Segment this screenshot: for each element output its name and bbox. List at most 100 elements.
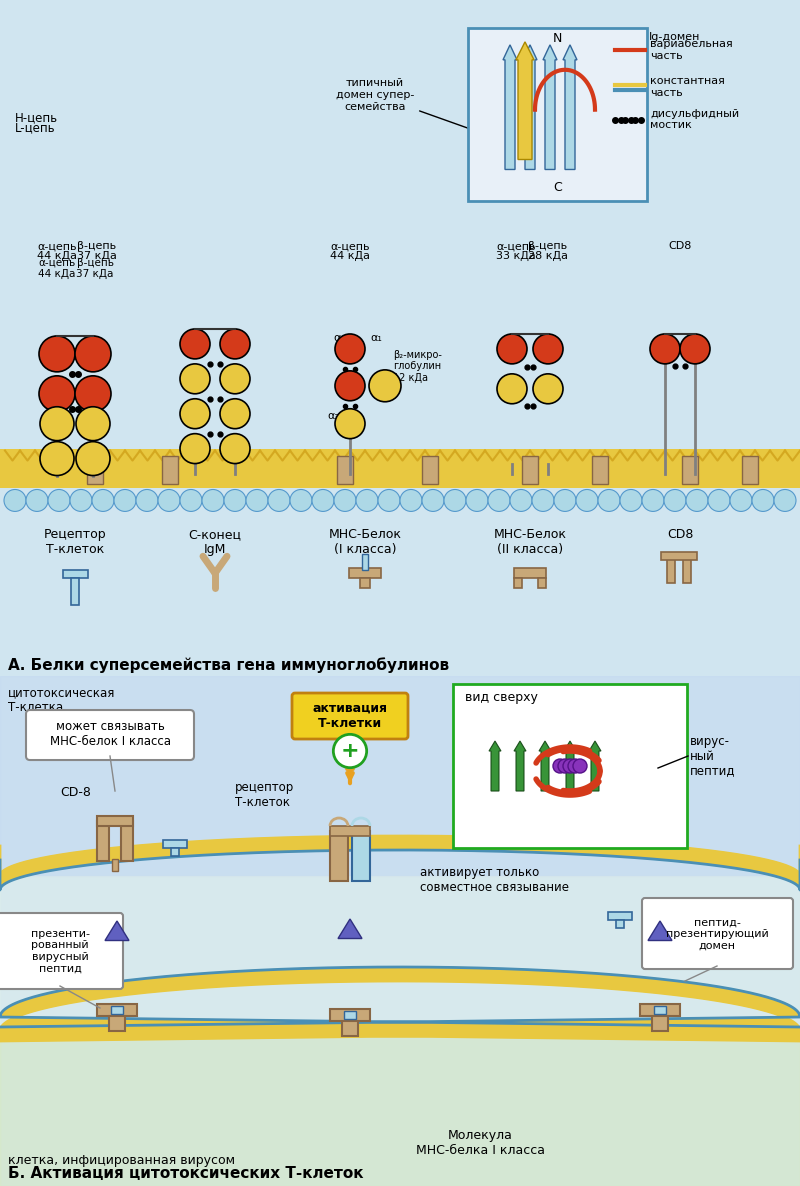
Text: β-цепь: β-цепь [78, 241, 117, 251]
Circle shape [510, 490, 532, 511]
Text: типичный
домен супер-
семейства: типичный домен супер- семейства [336, 78, 496, 139]
Bar [112, 859, 118, 871]
Text: β₂-микро-
глобулин
12 кДа: β₂-микро- глобулин 12 кДа [393, 350, 442, 383]
FancyArrow shape [516, 42, 534, 159]
Bar [330, 1009, 370, 1021]
Text: α₃: α₃ [327, 410, 339, 421]
Circle shape [335, 371, 365, 401]
Text: CD8: CD8 [667, 529, 693, 541]
Circle shape [48, 490, 70, 511]
Text: C: C [553, 181, 562, 195]
Text: Молекула
МНС-белка I класса: Молекула МНС-белка I класса [415, 1129, 545, 1158]
Bar [538, 579, 546, 588]
Circle shape [290, 490, 312, 511]
FancyBboxPatch shape [468, 28, 647, 202]
Bar [667, 554, 675, 584]
FancyArrow shape [489, 741, 501, 791]
Text: +: + [341, 741, 359, 761]
Text: N: N [553, 32, 562, 45]
FancyArrow shape [564, 741, 576, 791]
Circle shape [488, 490, 510, 511]
Circle shape [26, 490, 48, 511]
Circle shape [39, 376, 75, 412]
Text: рецептор
Т-клеток: рецептор Т-клеток [235, 782, 294, 809]
Bar [352, 831, 370, 881]
Text: α-цепь: α-цепь [496, 241, 536, 251]
Bar [514, 568, 546, 579]
Bar [97, 1005, 137, 1016]
Circle shape [650, 334, 680, 364]
Bar [97, 821, 109, 861]
Circle shape [114, 490, 136, 511]
FancyBboxPatch shape [453, 684, 687, 848]
Circle shape [686, 490, 708, 511]
FancyArrow shape [589, 741, 601, 791]
FancyBboxPatch shape [642, 898, 793, 969]
Text: α₂: α₂ [333, 333, 345, 343]
Bar [661, 553, 697, 560]
Bar [171, 848, 179, 856]
Circle shape [553, 759, 567, 773]
Bar [87, 455, 103, 484]
Text: α-цепь: α-цепь [330, 241, 370, 251]
Circle shape [220, 364, 250, 394]
Text: дисульфидный
мостик: дисульфидный мостик [650, 109, 739, 130]
Text: клетка, инфицированная вирусом: клетка, инфицированная вирусом [8, 1154, 235, 1167]
Bar [111, 1006, 123, 1014]
Circle shape [202, 490, 224, 511]
Circle shape [497, 374, 527, 403]
Circle shape [554, 490, 576, 511]
Circle shape [39, 336, 75, 372]
Circle shape [76, 441, 110, 476]
Bar [654, 1006, 666, 1014]
Circle shape [76, 407, 110, 441]
Bar [63, 570, 88, 579]
Text: презенти-
рованный
вирусный
пептид: презенти- рованный вирусный пептид [30, 929, 90, 974]
Circle shape [224, 490, 246, 511]
Bar [344, 1010, 356, 1019]
Circle shape [558, 759, 572, 773]
Circle shape [92, 490, 114, 511]
Circle shape [158, 490, 180, 511]
Bar [592, 455, 608, 484]
Text: активирует только
совместное связывание: активирует только совместное связывание [420, 866, 569, 894]
Circle shape [422, 490, 444, 511]
Bar [683, 554, 691, 584]
Bar [616, 920, 624, 927]
Circle shape [444, 490, 466, 511]
Circle shape [335, 409, 365, 439]
Text: вид сверху: вид сверху [465, 691, 538, 704]
Circle shape [180, 364, 210, 394]
Text: L-цепь: L-цепь [15, 122, 56, 134]
Circle shape [75, 376, 111, 412]
Circle shape [220, 329, 250, 359]
Circle shape [75, 336, 111, 372]
Circle shape [466, 490, 488, 511]
FancyArrow shape [543, 45, 557, 170]
Bar [360, 579, 370, 588]
Circle shape [497, 334, 527, 364]
Text: МНС-Белок
(II класса): МНС-Белок (II класса) [494, 529, 566, 556]
Bar [349, 568, 381, 579]
Bar [337, 455, 353, 484]
Text: 28 кДа: 28 кДа [528, 251, 568, 261]
Text: 33 кДа: 33 кДа [496, 251, 536, 261]
Circle shape [40, 441, 74, 476]
Circle shape [563, 759, 577, 773]
Circle shape [70, 490, 92, 511]
Circle shape [136, 490, 158, 511]
Text: CD-8: CD-8 [60, 786, 91, 799]
Bar [162, 455, 178, 484]
Circle shape [400, 490, 422, 511]
FancyArrow shape [523, 45, 537, 170]
Text: С-конец
IgM: С-конец IgM [189, 529, 242, 556]
Bar [330, 825, 370, 836]
Text: CD8: CD8 [668, 241, 692, 251]
Bar [342, 1021, 358, 1037]
Bar [522, 455, 538, 484]
Text: вариабельная
часть: вариабельная часть [650, 39, 733, 60]
Circle shape [730, 490, 752, 511]
Text: константная
часть: константная часть [650, 76, 725, 97]
Circle shape [180, 398, 210, 428]
Bar [330, 831, 348, 881]
